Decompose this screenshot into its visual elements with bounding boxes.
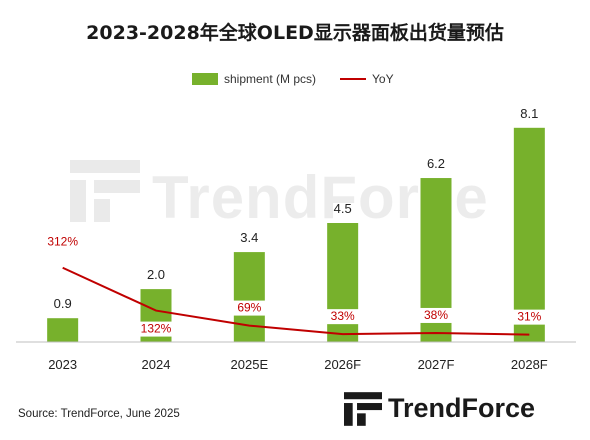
yoy-label-bg-2027F xyxy=(419,307,453,323)
bar-label-2024: 2.0 xyxy=(147,267,165,282)
bar-label-2025E: 3.4 xyxy=(240,230,258,245)
x-tick-2024: 2024 xyxy=(142,357,171,372)
x-tick-2026F: 2026F xyxy=(324,357,361,372)
bar-2023 xyxy=(47,318,79,342)
legend-label-shipment: shipment (M pcs) xyxy=(224,72,317,86)
brand-logo-icon xyxy=(344,392,382,431)
legend-item-shipment: shipment (M pcs) xyxy=(192,72,316,86)
x-tick-2028F: 2028F xyxy=(511,357,548,372)
x-tick-2023: 2023 xyxy=(48,357,77,372)
yoy-label-2027F: 38% xyxy=(424,308,448,322)
legend-label-yoy: YoY xyxy=(372,72,394,86)
yoy-line xyxy=(62,266,530,336)
bar-2028F xyxy=(513,127,545,342)
bar-label-2026F: 4.5 xyxy=(334,201,352,216)
legend: shipment (M pcs) YoY xyxy=(0,72,590,92)
yoy-label-bg-2026F xyxy=(325,309,360,325)
legend-item-yoy: YoY xyxy=(340,72,394,86)
yoy-label-2028F: 31% xyxy=(517,310,541,324)
bar-2026F xyxy=(327,223,359,342)
yoy-label-2025E: 69% xyxy=(237,301,261,315)
yoy-label-bg-2024 xyxy=(139,321,173,337)
source-note: Source: TrendForce, June 2025 xyxy=(18,408,180,420)
chart-title: 2023-2028年全球OLED显示器面板出货量预估 xyxy=(86,22,504,44)
legend-swatch-line xyxy=(340,78,366,80)
bar-label-2023: 0.9 xyxy=(54,296,72,311)
legend-swatch-bar xyxy=(192,73,218,85)
x-tick-2025E: 2025E xyxy=(231,357,269,372)
bar-label-2027F: 6.2 xyxy=(427,156,445,171)
yoy-label-bg-2025E xyxy=(232,300,267,316)
bar-label-2028F: 8.1 xyxy=(520,106,538,121)
yoy-label-2026F: 33% xyxy=(331,309,355,323)
bar-2025E xyxy=(233,252,265,342)
yoy-label-2023: 312% xyxy=(47,235,78,249)
x-tick-2027F: 2027F xyxy=(418,357,455,372)
brand-name: TrendForce xyxy=(388,393,536,423)
yoy-label-2024: 132% xyxy=(141,322,172,336)
yoy-label-bg-2028F xyxy=(512,309,547,325)
watermark-logo-icon xyxy=(70,160,140,227)
